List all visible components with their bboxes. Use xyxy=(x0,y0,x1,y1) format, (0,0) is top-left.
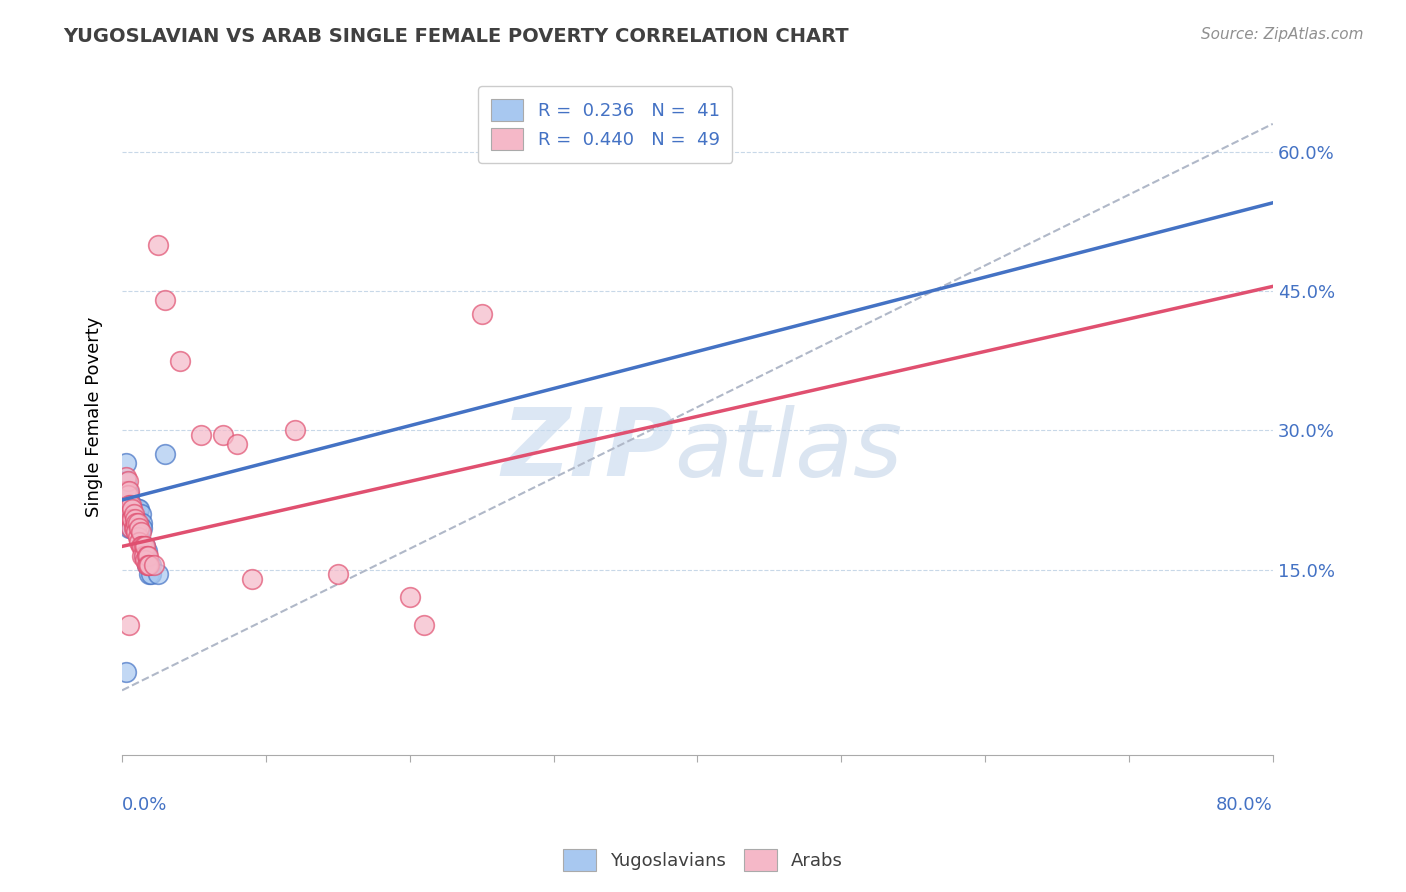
Point xyxy=(121,507,143,521)
Point xyxy=(115,665,138,679)
Point xyxy=(118,502,141,516)
Point xyxy=(131,540,153,554)
Point xyxy=(138,558,160,572)
Point xyxy=(128,502,150,516)
Point xyxy=(413,618,436,632)
Point xyxy=(115,475,138,489)
Point xyxy=(120,521,142,535)
Point xyxy=(118,483,141,498)
Point xyxy=(120,498,142,512)
Point xyxy=(117,498,139,512)
Point xyxy=(121,502,143,516)
Point xyxy=(128,521,150,535)
Point xyxy=(131,521,153,535)
Point xyxy=(117,488,139,502)
Legend: R =  0.236   N =  41, R =  0.440   N =  49: R = 0.236 N = 41, R = 0.440 N = 49 xyxy=(478,87,733,163)
Point xyxy=(132,540,155,554)
Point xyxy=(146,567,169,582)
Text: atlas: atlas xyxy=(675,405,903,496)
Point xyxy=(128,521,150,535)
Point xyxy=(129,507,152,521)
Text: 0.0%: 0.0% xyxy=(122,796,167,814)
Point xyxy=(129,540,152,554)
Point xyxy=(120,502,142,516)
Point xyxy=(128,534,150,549)
Point xyxy=(124,502,146,516)
Point xyxy=(132,540,155,554)
Point xyxy=(153,293,176,308)
Point xyxy=(131,516,153,531)
Point xyxy=(136,553,159,567)
Point xyxy=(135,558,157,572)
Point xyxy=(146,237,169,252)
Point xyxy=(125,525,148,540)
Point xyxy=(122,516,145,531)
Point xyxy=(398,591,420,605)
Point xyxy=(135,544,157,558)
Text: Source: ZipAtlas.com: Source: ZipAtlas.com xyxy=(1201,27,1364,42)
Point xyxy=(120,511,142,525)
Legend: Yugoslavians, Arabs: Yugoslavians, Arabs xyxy=(555,842,851,879)
Point xyxy=(122,521,145,535)
Point xyxy=(136,549,159,563)
Point xyxy=(139,558,162,572)
Point xyxy=(115,456,138,470)
Point xyxy=(326,567,349,582)
Point xyxy=(115,483,138,498)
Point xyxy=(153,446,176,460)
Point xyxy=(471,307,494,321)
Text: 80.0%: 80.0% xyxy=(1216,796,1272,814)
Point xyxy=(125,507,148,521)
Point xyxy=(118,488,141,502)
Point xyxy=(138,558,160,572)
Point xyxy=(120,511,142,525)
Point xyxy=(138,567,160,582)
Point xyxy=(134,540,156,554)
Point xyxy=(131,549,153,563)
Point xyxy=(115,469,138,483)
Point xyxy=(139,567,162,582)
Point xyxy=(124,521,146,535)
Point xyxy=(118,618,141,632)
Text: ZIP: ZIP xyxy=(502,404,675,496)
Point xyxy=(211,428,233,442)
Point xyxy=(125,516,148,531)
Point xyxy=(118,521,141,535)
Point xyxy=(142,558,165,572)
Point xyxy=(121,511,143,525)
Point xyxy=(121,498,143,512)
Point xyxy=(240,572,263,586)
Point xyxy=(226,437,249,451)
Y-axis label: Single Female Poverty: Single Female Poverty xyxy=(86,316,103,516)
Point xyxy=(169,353,191,368)
Point xyxy=(129,521,152,535)
Point xyxy=(117,483,139,498)
Point xyxy=(127,502,149,516)
Point xyxy=(125,516,148,531)
Point xyxy=(132,549,155,563)
Point xyxy=(136,558,159,572)
Point xyxy=(127,516,149,531)
Point xyxy=(118,498,141,512)
Point xyxy=(190,428,212,442)
Point xyxy=(127,511,149,525)
Point xyxy=(134,540,156,554)
Text: YUGOSLAVIAN VS ARAB SINGLE FEMALE POVERTY CORRELATION CHART: YUGOSLAVIAN VS ARAB SINGLE FEMALE POVERT… xyxy=(63,27,849,45)
Point xyxy=(284,423,307,437)
Point xyxy=(117,475,139,489)
Point xyxy=(132,549,155,563)
Point xyxy=(124,511,146,525)
Point xyxy=(118,507,141,521)
Point xyxy=(134,549,156,563)
Point xyxy=(129,525,152,540)
Point xyxy=(135,558,157,572)
Point xyxy=(135,549,157,563)
Point xyxy=(136,558,159,572)
Point xyxy=(122,507,145,521)
Point xyxy=(124,511,146,525)
Point xyxy=(127,530,149,544)
Point xyxy=(120,521,142,535)
Point xyxy=(122,502,145,516)
Point xyxy=(134,553,156,567)
